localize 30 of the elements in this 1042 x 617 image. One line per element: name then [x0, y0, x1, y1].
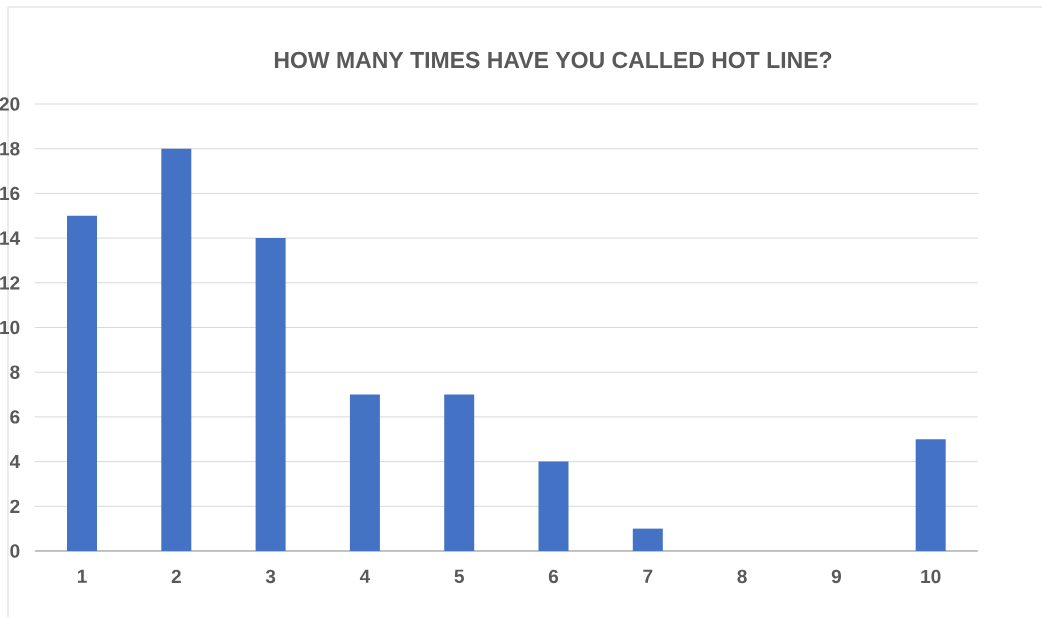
y-tick-label: 18: [0, 141, 20, 156]
x-tick-label: 6: [548, 569, 559, 584]
y-tick-label: 14: [0, 231, 21, 245]
x-tick-label: 4: [359, 569, 371, 583]
y-tick-label: 12: [0, 276, 20, 290]
y-tick-label: 8: [10, 365, 20, 379]
x-tick-label: 1: [77, 569, 87, 583]
bar: [255, 238, 286, 551]
bar: [538, 461, 569, 551]
x-tick-label: 7: [643, 569, 653, 583]
y-tick-label: 16: [0, 186, 20, 201]
y-tick-label: 6: [10, 410, 20, 424]
chart-title: HOW MANY TIMES HAVE YOU CALLED HOT LINE?: [274, 51, 832, 69]
y-tick-label: 2: [10, 499, 20, 513]
x-tick-label: 3: [265, 569, 276, 584]
bar: [444, 394, 475, 551]
y-tick-label: 10: [0, 320, 20, 335]
bar: [632, 528, 663, 551]
bar: [915, 439, 946, 551]
x-tick-label: 9: [831, 569, 841, 584]
bar: [161, 148, 192, 551]
bar: [349, 394, 380, 551]
x-tick-label: 10: [921, 569, 941, 584]
y-tick-label: 0: [10, 544, 20, 558]
x-tick-label: 8: [737, 569, 747, 584]
x-tick-label: 2: [171, 569, 181, 583]
x-tick-label: 5: [454, 569, 464, 583]
y-tick-label: 20: [0, 97, 20, 111]
y-tick-label: 4: [9, 455, 21, 469]
bar: [67, 215, 98, 551]
